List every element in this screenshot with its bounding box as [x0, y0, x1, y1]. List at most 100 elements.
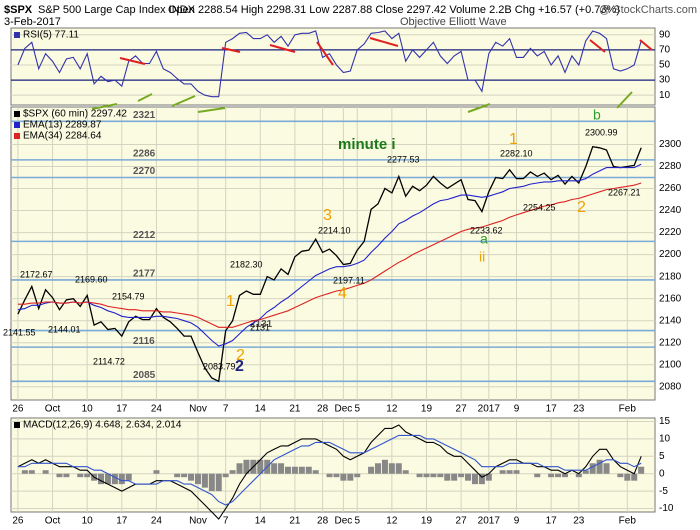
- y-tick-label: 30: [659, 75, 671, 86]
- y-tick-label: 2100: [659, 359, 682, 370]
- y-tick-label: 2140: [659, 315, 682, 326]
- annotation: 1: [226, 293, 235, 310]
- histogram-bar: [561, 473, 568, 478]
- histogram-bar: [603, 463, 610, 474]
- histogram-bar: [485, 473, 492, 481]
- histogram-bar: [312, 470, 319, 474]
- watermark: @ StockCharts.com: [599, 4, 697, 16]
- x-tick-label: 24: [151, 516, 163, 527]
- x-tick-label: Nov: [189, 516, 207, 527]
- y-tick-label: 90: [659, 29, 671, 40]
- x-tick-label: 17: [546, 404, 558, 415]
- annotation: 2141.55: [3, 327, 36, 337]
- y-tick-label: 2200: [659, 249, 682, 260]
- y-tick-label: 2280: [659, 161, 682, 172]
- histogram-bar: [194, 473, 201, 485]
- x-tick-label: 9: [514, 516, 520, 527]
- x-tick-label: 26: [12, 404, 24, 415]
- histogram-bar: [77, 473, 84, 478]
- annotation: minute i: [338, 136, 396, 153]
- histogram-bar: [326, 473, 333, 478]
- level-label: 2131: [250, 319, 273, 330]
- index-name: S&P 500 Large Cap Index INDX: [38, 4, 196, 16]
- x-tick-label: 2017: [478, 516, 501, 527]
- annotation: 2233.62: [470, 225, 503, 235]
- histogram-bar: [465, 473, 472, 481]
- histogram-bar: [575, 473, 582, 478]
- annotation: 3: [323, 207, 332, 224]
- y-tick-label: 2240: [659, 205, 682, 216]
- x-tick-label: Feb: [619, 404, 637, 415]
- legend-swatch: [14, 133, 20, 139]
- histogram-bar: [582, 470, 589, 474]
- date: 3-Feb-2017: [4, 16, 61, 28]
- histogram-bar: [63, 473, 70, 478]
- level-label: 2116: [133, 336, 155, 347]
- x-tick-label: Nov: [189, 404, 207, 415]
- level-label: 2085: [133, 370, 156, 381]
- histogram-bar: [111, 473, 118, 485]
- histogram-bar: [423, 473, 430, 478]
- histogram-bar: [98, 473, 105, 485]
- y-tick-label: -5: [659, 486, 668, 497]
- histogram-bar: [375, 463, 382, 474]
- panel-background: [10, 417, 656, 513]
- histogram-bar: [548, 473, 555, 478]
- x-tick-label: Feb: [619, 516, 637, 527]
- legend-swatch: [14, 32, 20, 38]
- histogram-bar: [555, 473, 562, 478]
- x-tick-label: 17: [546, 516, 558, 527]
- annotation: a: [480, 231, 488, 247]
- annotation: 2: [577, 199, 586, 216]
- y-tick-label: 0: [659, 468, 665, 479]
- level-label: 2270: [133, 166, 156, 177]
- annotation: 4: [338, 285, 347, 302]
- annotation: 2214.10: [318, 225, 351, 235]
- series-line: [17, 145, 642, 383]
- histogram-bar: [21, 470, 28, 474]
- x-tick-label: 23: [573, 404, 585, 415]
- x-tick-label: 9: [514, 404, 520, 415]
- histogram-bar: [215, 473, 222, 492]
- annotation: 2300.99: [585, 127, 618, 137]
- histogram-bar: [257, 459, 264, 474]
- x-tick-label: 19: [421, 516, 433, 527]
- legend-label: $SPX (60 min) 2297.42: [23, 109, 127, 120]
- histogram-bar: [624, 473, 631, 481]
- annotation: 2172.67: [20, 269, 53, 279]
- x-tick-label: 14: [255, 404, 267, 415]
- x-tick-label: 17: [116, 404, 128, 415]
- histogram-bar: [499, 470, 506, 474]
- y-tick-label: 2180: [659, 271, 682, 282]
- series-line: [17, 434, 642, 506]
- histogram-bar: [222, 473, 229, 478]
- histogram-bar: [430, 473, 437, 478]
- x-tick-label: 10: [82, 404, 94, 415]
- x-tick-label: Oct: [45, 516, 61, 527]
- y-tick-label: 2260: [659, 183, 682, 194]
- y-tick-label: 10: [659, 434, 671, 445]
- x-tick-label: 12: [386, 516, 398, 527]
- histogram-bar: [506, 470, 513, 474]
- level-label: 2212: [133, 230, 156, 241]
- y-tick-label: 2220: [659, 227, 682, 238]
- x-tick-label: 10: [82, 516, 94, 527]
- quote: Open 2288.54 High 2298.31 Low 2287.88 Cl…: [168, 4, 620, 16]
- annotation: 2282.10: [500, 148, 533, 158]
- histogram-bar: [201, 473, 208, 488]
- level-label: 2177: [133, 269, 156, 280]
- level-label: 2286: [133, 149, 156, 160]
- histogram-bar: [471, 473, 478, 485]
- histogram-bar: [305, 466, 312, 474]
- histogram-bar: [381, 459, 388, 474]
- annotation: 2: [235, 358, 244, 375]
- y-tick-label: 15: [659, 416, 671, 427]
- histogram-bar: [174, 473, 181, 478]
- histogram-bar: [56, 473, 63, 478]
- histogram-bar: [84, 473, 91, 478]
- legend-label: MACD(12,26,9) 4.648, 2.634, 2.014: [23, 420, 182, 431]
- histogram-bar: [368, 466, 375, 474]
- histogram-bar: [534, 473, 541, 478]
- y-tick-label: 70: [659, 45, 671, 56]
